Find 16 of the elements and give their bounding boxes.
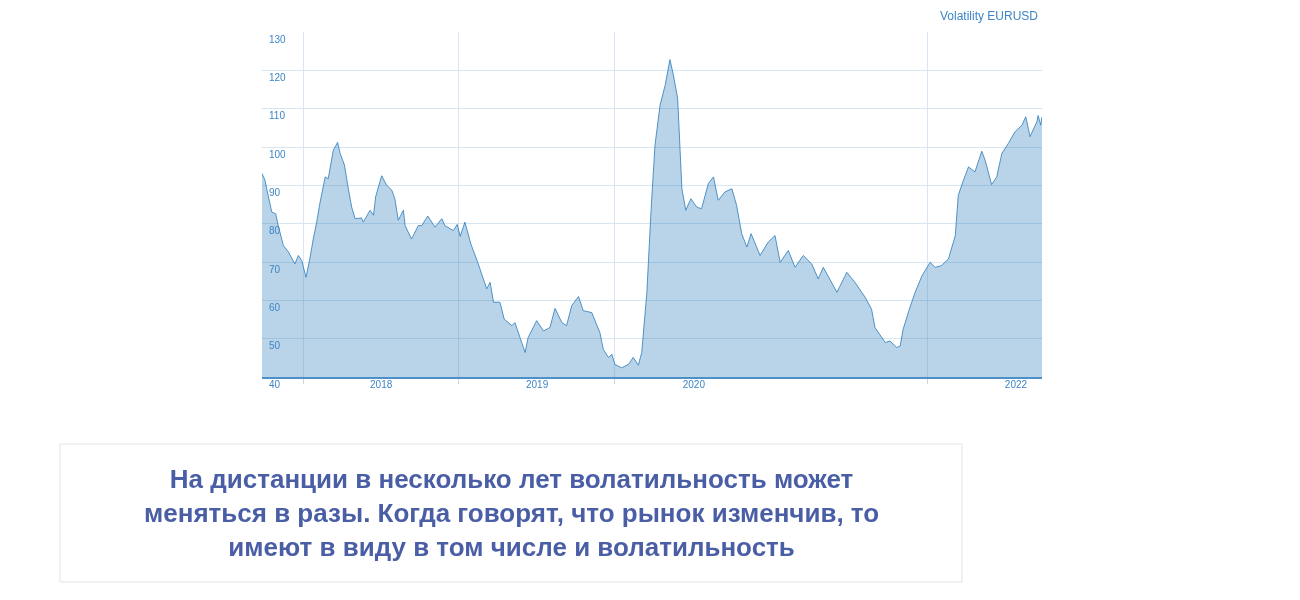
y-tick-label: 130 — [269, 33, 287, 45]
chart-title: Volatility EURUSD — [939, 9, 1039, 24]
x-tick-label: 2020 — [682, 379, 706, 390]
y-tick-label: 40 — [269, 378, 281, 390]
x-tick-label: 2019 — [525, 379, 549, 390]
y-tick-label: 90 — [269, 186, 281, 198]
y-tick-label: 100 — [269, 148, 287, 160]
x-tick-label: 2018 — [370, 379, 393, 390]
y-tick-label: 120 — [269, 71, 287, 83]
y-tick-label: 80 — [269, 225, 281, 237]
y-tick-label: 70 — [269, 263, 281, 275]
y-tick-label: 110 — [269, 110, 286, 122]
y-tick-label: 50 — [269, 340, 281, 352]
x-tick-label: 2022 — [1004, 379, 1028, 390]
y-tick-label: 60 — [269, 301, 281, 313]
text: На дистанции в несколько лет волатильность может меняться в разы. Когда говорят, что рынок изменчив, то имеют в виду в том числе и волатильность — [144, 464, 880, 562]
